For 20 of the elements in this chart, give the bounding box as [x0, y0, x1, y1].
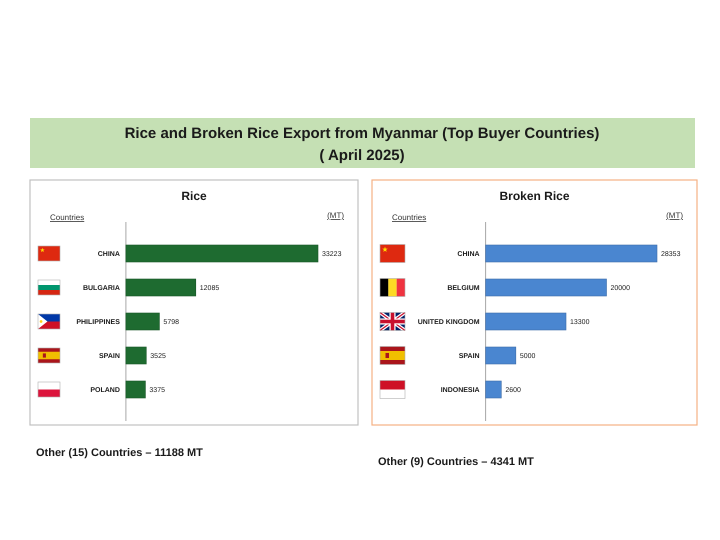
text: Rice and Broken Rice Export from Myanmar (Top Buyer Countries): [124, 125, 600, 142]
y-axis-title: Countries: [50, 213, 84, 222]
bar: [485, 312, 566, 330]
text: ( April 2025): [319, 147, 405, 164]
bar: [126, 244, 318, 262]
text: Other (9) Countries – 4341 MT: [378, 456, 534, 468]
bar: [126, 278, 196, 296]
x-axis-title: (MT): [327, 211, 344, 220]
chart-title: Broken Rice: [499, 189, 570, 203]
bar: [485, 278, 607, 296]
bar: [485, 380, 502, 398]
text: Other (15) Countries – 11188 MT: [36, 447, 204, 459]
bar: [126, 380, 146, 398]
x-axis-title: (MT): [666, 211, 684, 220]
bar: [485, 346, 516, 364]
y-axis-title: Countries: [392, 213, 426, 222]
bar: [126, 346, 147, 364]
chart-title: Rice: [181, 189, 207, 203]
bar: [126, 312, 160, 330]
bar: [485, 244, 658, 262]
